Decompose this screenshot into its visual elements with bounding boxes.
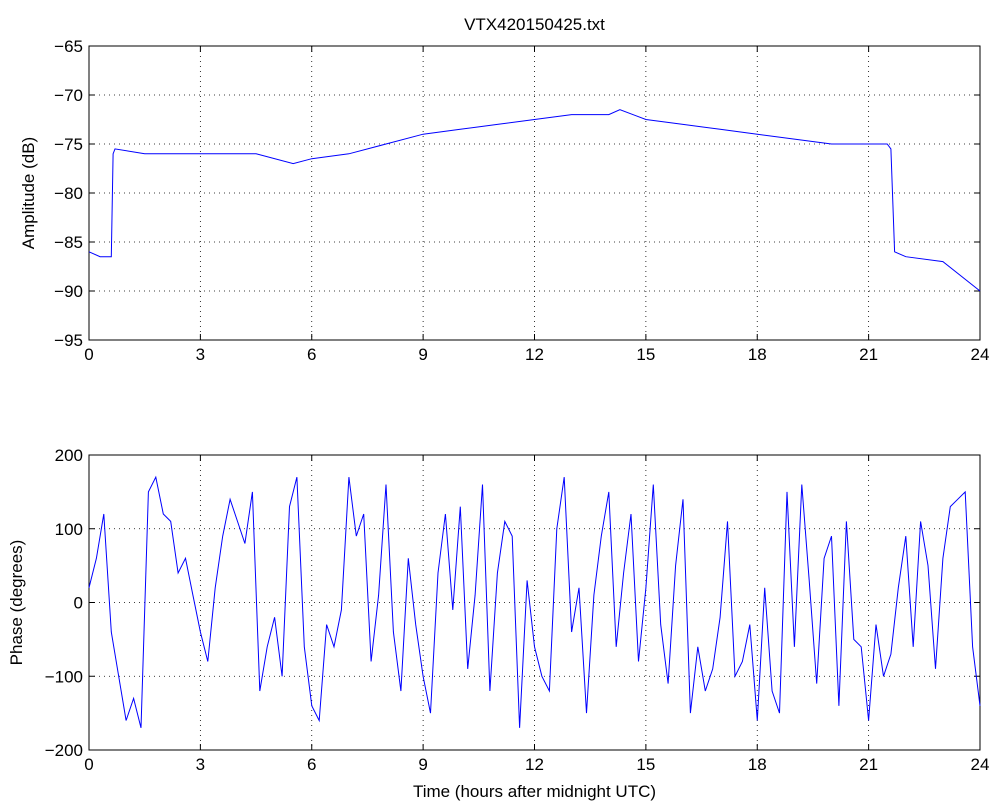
phase-panel: 0 3 6 9 12 15 18 21 24 −200 −100 0 100 200 Time (hour… xyxy=(7,446,989,801)
amplitude-panel: 0 3 6 9 12 15 18 21 24 −95 −90 −85 −80 −75 −70 −65 VTX4… xyxy=(19,15,989,364)
amp-y-tick-label: −90 xyxy=(54,282,83,301)
amplitude-series-line xyxy=(88,109,981,292)
amp-x-tick-label: 18 xyxy=(748,345,767,364)
ph-x-tick-label: 15 xyxy=(636,755,655,774)
ph-y-tick-label: −100 xyxy=(45,667,83,686)
amp-x-tick-label: 24 xyxy=(971,345,990,364)
amp-x-tick-label: 15 xyxy=(636,345,655,364)
phase-ticks: 0 3 6 9 12 15 18 21 24 −200 −100 0 100 200 xyxy=(45,446,990,774)
ph-x-tick-label: 12 xyxy=(525,755,544,774)
amp-x-tick-label: 0 xyxy=(84,345,93,364)
ph-x-tick-label: 0 xyxy=(84,755,93,774)
amp-y-tick-label: −85 xyxy=(54,233,83,252)
amp-y-tick-label: −75 xyxy=(54,135,83,154)
phase-gridlines xyxy=(89,455,980,750)
chart-title: VTX420150425.txt xyxy=(464,15,605,34)
ph-x-tick-label: 21 xyxy=(859,755,878,774)
amp-x-tick-label: 3 xyxy=(196,345,205,364)
amp-x-tick-label: 12 xyxy=(525,345,544,364)
amp-x-tick-label: 6 xyxy=(307,345,316,364)
ph-y-tick-label: 100 xyxy=(55,520,83,539)
amp-y-tick-label: −95 xyxy=(54,331,83,350)
phase-x-axis-label: Time (hours after midnight UTC) xyxy=(413,782,656,801)
ph-x-tick-label: 18 xyxy=(748,755,767,774)
amp-x-tick-label: 9 xyxy=(418,345,427,364)
amp-y-tick-label: −65 xyxy=(54,37,83,56)
ph-y-tick-label: −200 xyxy=(45,741,83,760)
amp-y-tick-label: −70 xyxy=(54,86,83,105)
ph-y-tick-label: 200 xyxy=(55,446,83,465)
amp-y-tick-label: −80 xyxy=(54,184,83,203)
phase-series-line xyxy=(88,475,981,729)
ph-x-tick-label: 6 xyxy=(307,755,316,774)
ph-y-tick-label: 0 xyxy=(74,594,83,613)
ph-x-tick-label: 3 xyxy=(196,755,205,774)
ph-x-tick-label: 9 xyxy=(418,755,427,774)
ph-x-tick-label: 24 xyxy=(971,755,990,774)
amplitude-gridlines xyxy=(89,46,980,340)
amplitude-y-axis-label: Amplitude (dB) xyxy=(19,137,38,249)
amplitude-ticks: 0 3 6 9 12 15 18 21 24 −95 −90 −85 −80 −75 −70 −65 xyxy=(54,37,989,364)
phase-y-axis-label: Phase (degrees) xyxy=(7,540,26,666)
amp-x-tick-label: 21 xyxy=(859,345,878,364)
